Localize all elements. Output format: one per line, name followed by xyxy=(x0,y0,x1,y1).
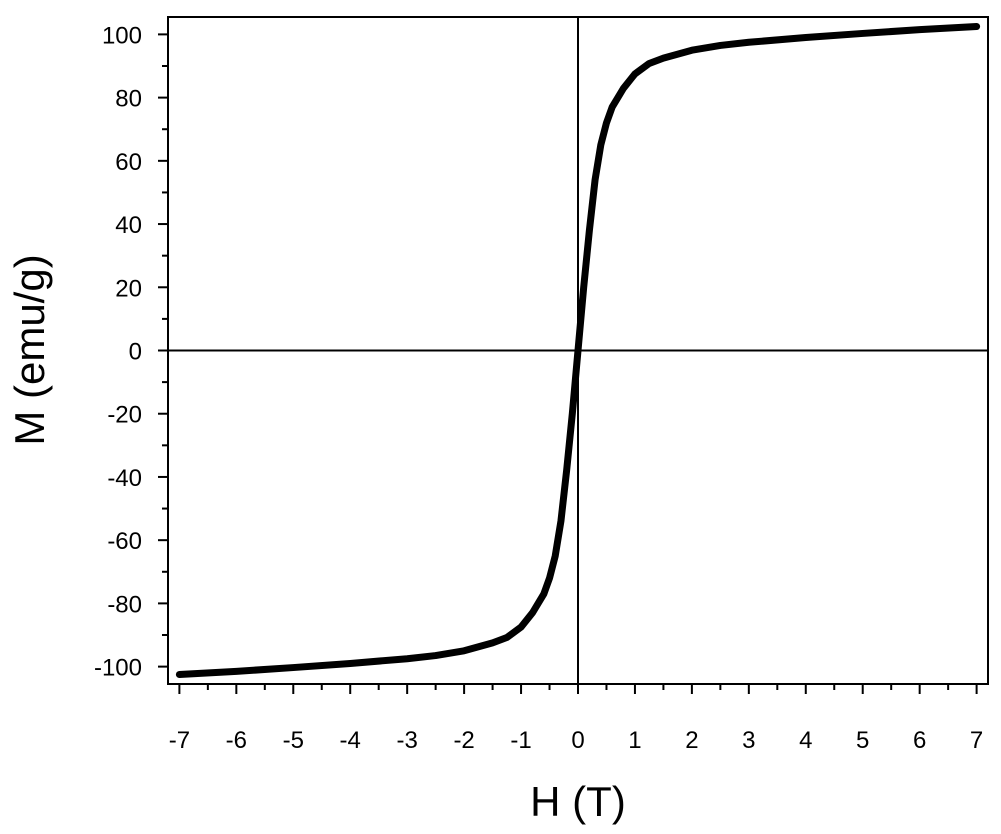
y-tick-label: -20 xyxy=(107,402,142,429)
x-tick-label: -3 xyxy=(396,727,417,754)
y-ticks: -100 -80 -60 -40 -20 0 20 40 60 80 100 xyxy=(94,22,168,682)
y-tick-label: 100 xyxy=(102,22,142,49)
magnetization-curve xyxy=(175,22,981,679)
x-axis-title: H (T) xyxy=(530,778,626,825)
x-tick-label: -2 xyxy=(453,727,474,754)
x-tick-label: 4 xyxy=(799,727,812,754)
x-tick-label: -6 xyxy=(226,727,247,754)
y-tick-label: -60 xyxy=(107,528,142,555)
y-tick-label: 40 xyxy=(115,212,142,239)
x-tick-label: 2 xyxy=(685,727,698,754)
x-ticks: -7 -6 -5 -4 -3 -2 -1 0 1 2 3 4 5 6 7 xyxy=(169,684,983,754)
y-tick-label: 20 xyxy=(115,275,142,302)
y-tick-label: -80 xyxy=(107,591,142,618)
y-tick-label: -100 xyxy=(94,655,142,682)
y-tick-label: 0 xyxy=(129,339,142,366)
x-tick-label: -7 xyxy=(169,727,190,754)
y-tick-label: 60 xyxy=(115,149,142,176)
x-tick-label: 1 xyxy=(628,727,641,754)
y-tick-label: -40 xyxy=(107,465,142,492)
y-axis-title: M (emu/g) xyxy=(6,254,53,445)
x-tick-label: -1 xyxy=(510,727,531,754)
x-tick-label: 6 xyxy=(913,727,926,754)
x-tick-label: -5 xyxy=(283,727,304,754)
x-tick-label: 0 xyxy=(571,727,584,754)
x-tick-label: 5 xyxy=(856,727,869,754)
y-tick-label: 80 xyxy=(115,86,142,113)
x-tick-label: 3 xyxy=(742,727,755,754)
x-tick-label: 7 xyxy=(970,727,983,754)
series-group xyxy=(175,22,981,679)
x-tick-label: -4 xyxy=(340,727,361,754)
